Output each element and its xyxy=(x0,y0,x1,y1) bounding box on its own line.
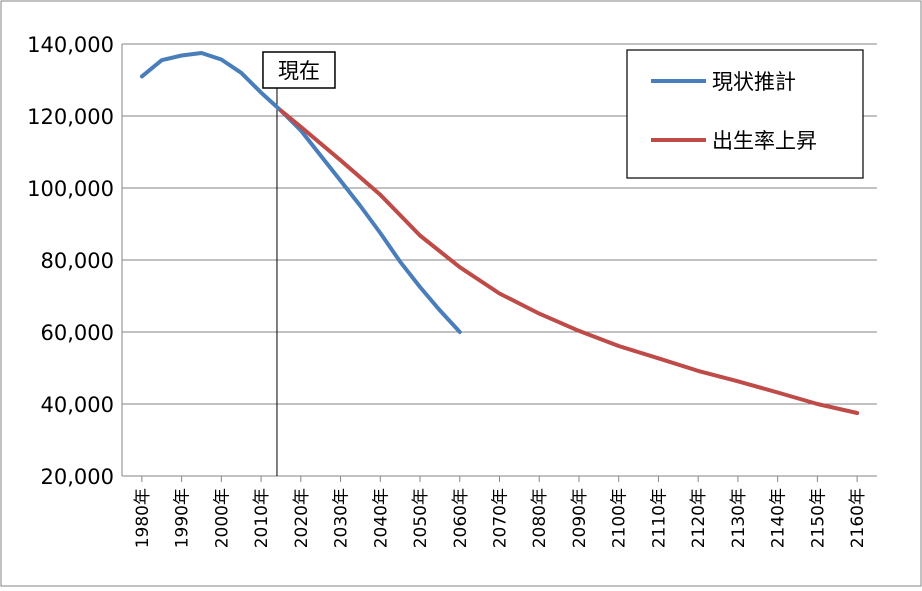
x-tick-label: 2070年 xyxy=(491,488,511,548)
x-tick-label: 2120年 xyxy=(689,488,709,548)
y-tick-label: 140,000 xyxy=(27,33,114,57)
x-tick-label: 1990年 xyxy=(173,488,193,548)
legend-box xyxy=(626,49,864,179)
x-tick-label: 2150年 xyxy=(808,488,828,548)
x-tick-label: 2060年 xyxy=(451,488,471,548)
x-tick-label: 2040年 xyxy=(371,488,391,548)
x-tick-label: 2160年 xyxy=(848,488,868,548)
y-tick-label: 60,000 xyxy=(41,321,114,345)
x-tick-label: 2080年 xyxy=(530,488,550,548)
x-tick-label: 1980年 xyxy=(133,488,153,548)
x-tick-label: 2130年 xyxy=(729,488,749,548)
x-tick-label: 2090年 xyxy=(570,488,590,548)
current-marker-box xyxy=(262,51,336,89)
x-tick-label: 2110年 xyxy=(649,488,669,548)
y-tick-label: 80,000 xyxy=(41,249,114,273)
x-tick-label: 2020年 xyxy=(292,488,312,548)
x-tick-label: 2050年 xyxy=(411,488,431,548)
x-tick-label: 2140年 xyxy=(769,488,789,548)
y-tick-label: 20,000 xyxy=(41,465,114,489)
x-tick-label: 2010年 xyxy=(252,488,272,548)
current-marker-label: 現在 xyxy=(278,59,320,83)
legend-label-1: 出生率上昇 xyxy=(712,129,817,153)
x-tick-label: 2100年 xyxy=(610,488,630,548)
series-line-0 xyxy=(139,51,462,334)
legend-label-0: 現状推計 xyxy=(712,70,796,94)
y-tick-label: 100,000 xyxy=(27,177,114,201)
y-tick-label: 120,000 xyxy=(27,105,114,129)
x-tick-label: 2000年 xyxy=(212,488,232,548)
y-tick-label: 40,000 xyxy=(41,393,114,417)
x-tick-label: 2030年 xyxy=(332,488,352,548)
series-line-1 xyxy=(278,108,860,415)
